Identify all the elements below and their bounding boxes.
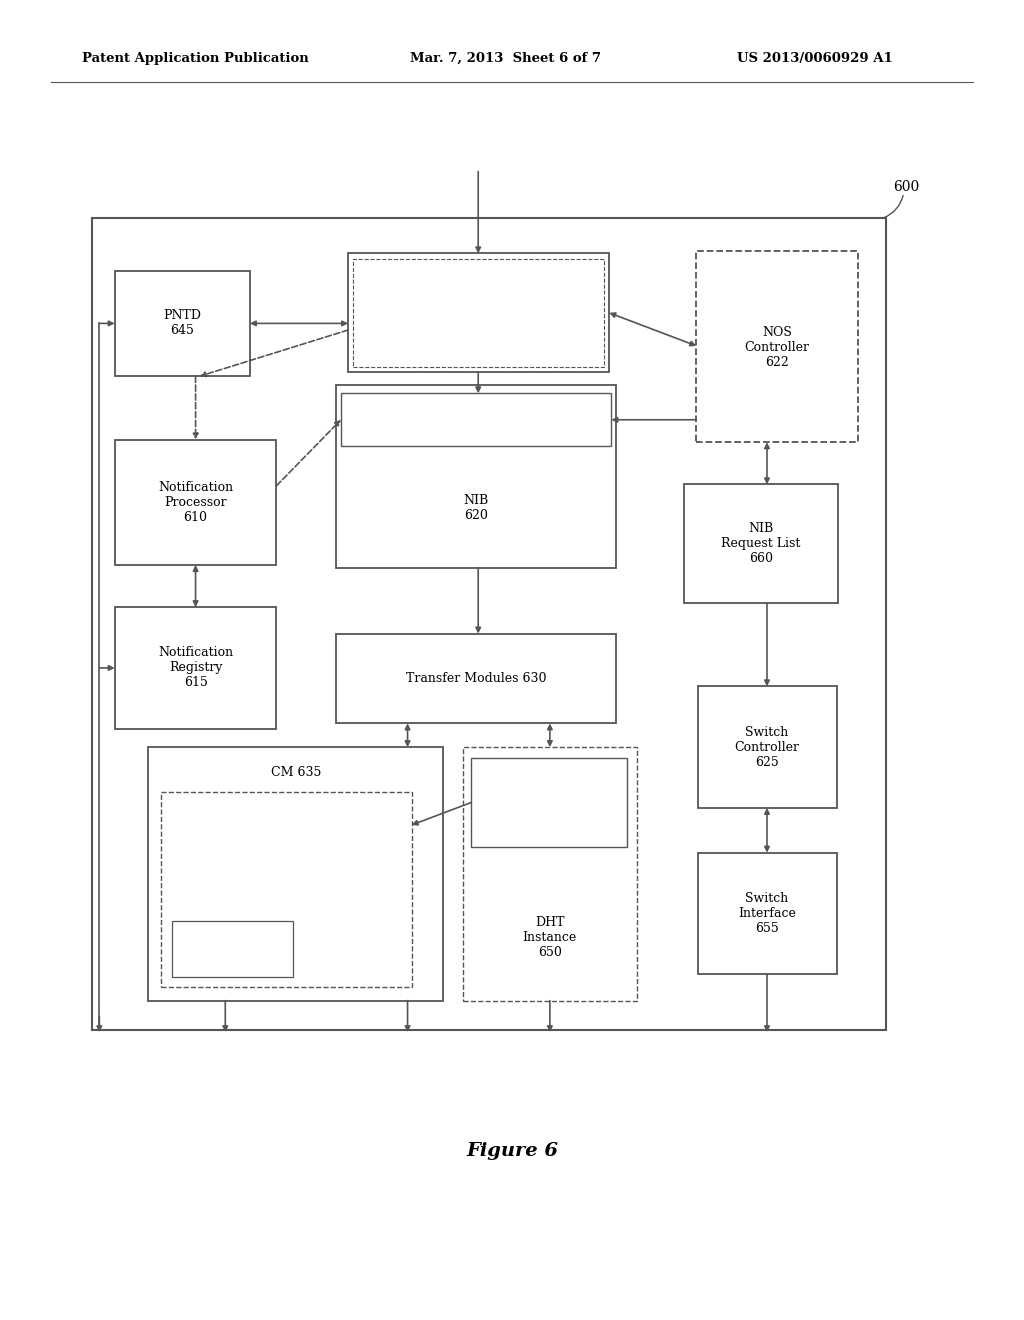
Bar: [161, 792, 412, 987]
Bar: [115, 607, 276, 729]
Text: Transfer Modules 630: Transfer Modules 630: [406, 672, 547, 685]
Bar: [148, 747, 443, 1001]
Bar: [348, 253, 609, 372]
Text: Patent Application Publication: Patent Application Publication: [82, 51, 308, 65]
Text: Mar. 7, 2013  Sheet 6 of 7: Mar. 7, 2013 Sheet 6 of 7: [410, 51, 601, 65]
Bar: [172, 921, 293, 977]
Text: Switch
Interface
655: Switch Interface 655: [738, 892, 796, 935]
Bar: [684, 484, 838, 603]
Bar: [463, 747, 637, 1001]
Text: DHT
Triggers: DHT Triggers: [521, 788, 577, 817]
Text: Switch
Controller
625: Switch Controller 625: [734, 726, 800, 768]
Text: PTD 640: PTD 640: [268, 977, 324, 990]
Text: Hash Table 624: Hash Table 624: [427, 413, 525, 426]
Bar: [341, 393, 611, 446]
Text: NIB
620: NIB 620: [464, 494, 488, 523]
Text: DHT
Instance
650: DHT Instance 650: [523, 916, 577, 958]
Text: Figure 6: Figure 6: [466, 1142, 558, 1160]
Bar: [353, 259, 604, 367]
Text: US 2013/0060929 A1: US 2013/0060929 A1: [737, 51, 893, 65]
Bar: [696, 251, 858, 442]
Text: CM Interface
642: CM Interface 642: [247, 807, 327, 836]
Bar: [336, 634, 616, 723]
Text: NIB
Request List
660: NIB Request List 660: [721, 523, 801, 565]
Bar: [471, 758, 627, 847]
Bar: [698, 853, 837, 974]
Bar: [698, 686, 837, 808]
Bar: [115, 271, 250, 376]
Text: NOS
Controller
622: NOS Controller 622: [744, 326, 810, 368]
Text: 600: 600: [893, 181, 920, 194]
Text: PNTD
645: PNTD 645: [163, 309, 202, 338]
Text: Notification
Processor
610: Notification Processor 610: [158, 482, 233, 524]
Bar: [115, 440, 276, 565]
Text: PTD Triggers: PTD Triggers: [195, 944, 270, 954]
Bar: [336, 385, 616, 568]
Bar: [92, 218, 886, 1030]
Text: Application Interface
605: Application Interface 605: [412, 298, 545, 327]
Text: Notification
Registry
615: Notification Registry 615: [158, 647, 233, 689]
Text: CM 635: CM 635: [270, 766, 322, 779]
